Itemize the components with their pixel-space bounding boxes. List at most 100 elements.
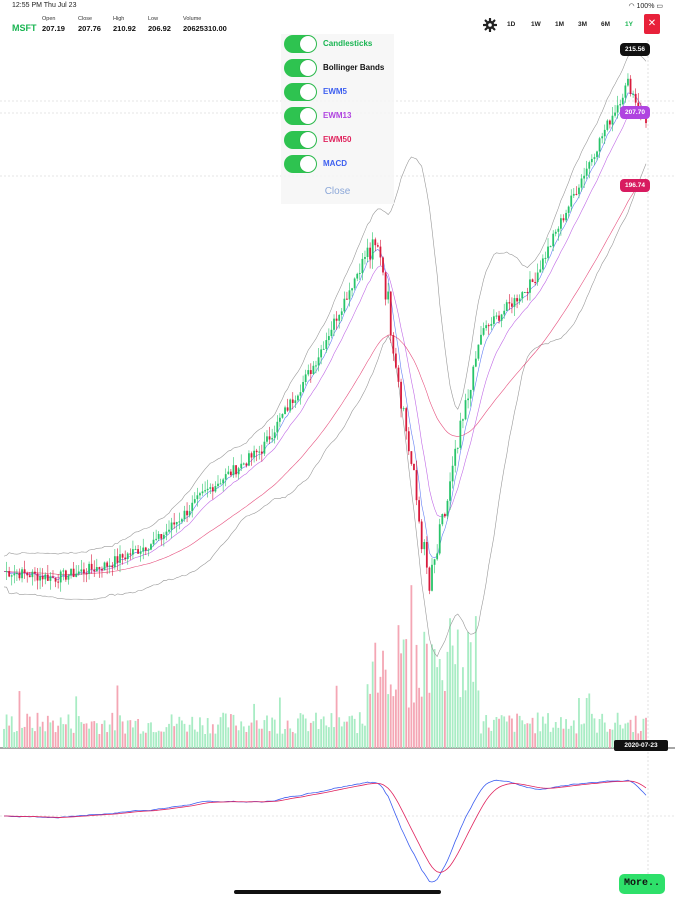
volume-bar: [482, 721, 485, 748]
range-1w[interactable]: 1W: [531, 21, 541, 28]
candle-body: [240, 463, 243, 469]
volume-bar: [508, 715, 511, 748]
candlesticks: [5, 73, 647, 595]
volume-bar: [70, 728, 72, 748]
candle-body: [255, 450, 258, 453]
toggle-row-candlesticks[interactable]: Candlesticks: [281, 34, 394, 54]
volume-bar: [379, 676, 382, 748]
candle-body: [142, 547, 145, 552]
candle-body: [62, 570, 65, 572]
candle-body: [598, 138, 601, 152]
volume-bar: [531, 717, 534, 748]
candle-body: [273, 432, 276, 439]
volume-bar: [464, 690, 467, 748]
candle-body: [397, 367, 400, 382]
range-6m[interactable]: 6M: [601, 21, 611, 28]
stat-high: High 210.92: [113, 16, 136, 33]
candlesticks-switch[interactable]: [284, 35, 317, 53]
candle-body: [518, 298, 521, 302]
crosshair-date-tag: 2020-07-23: [614, 740, 668, 751]
candle-body: [85, 573, 88, 575]
wifi-icon: ◠: [628, 3, 637, 10]
toggle-row-ewm5[interactable]: EWM5: [281, 82, 394, 102]
volume-bar: [560, 717, 562, 748]
volume-bar: [268, 731, 271, 748]
range-1m[interactable]: 1M: [555, 21, 565, 28]
candle-body: [119, 554, 121, 563]
candle-body: [560, 218, 562, 229]
toggle-row-macd[interactable]: MACD: [281, 154, 394, 174]
ewm50-switch[interactable]: [284, 131, 317, 149]
candle-body: [327, 336, 330, 341]
candle-body: [144, 547, 147, 551]
candle-body: [271, 438, 274, 440]
volume-bar: [529, 723, 531, 748]
volume-bar: [13, 732, 16, 748]
range-1y[interactable]: 1Y: [625, 21, 633, 28]
candle-body: [260, 451, 263, 454]
stat-label: High: [113, 16, 125, 22]
volume-bar: [376, 692, 379, 748]
volume-bar: [312, 721, 315, 748]
bollinger-lower: [3, 163, 647, 658]
toggle-row-bollinger[interactable]: Bollinger Bands: [281, 58, 394, 78]
settings-gear-icon[interactable]: [483, 18, 497, 32]
candle-body: [281, 414, 284, 418]
candle-body: [526, 291, 529, 293]
candle-body: [242, 463, 245, 465]
toggle-row-ewm50[interactable]: EWM50: [281, 130, 394, 150]
ewm13-switch[interactable]: [284, 107, 317, 125]
volume-bar: [413, 702, 415, 748]
candle-body: [170, 522, 173, 530]
more-button[interactable]: More..: [619, 874, 665, 894]
toggle-row-ewm13[interactable]: EWM13: [281, 106, 394, 126]
volume-bar: [129, 720, 132, 748]
candle-body: [278, 417, 281, 422]
candle-body: [67, 575, 70, 580]
volume-bar: [132, 727, 134, 748]
ewm5-switch[interactable]: [284, 83, 317, 101]
candle-body: [464, 400, 467, 420]
home-indicator: [234, 890, 441, 894]
volume-bar: [335, 685, 338, 748]
volume-bar: [549, 731, 552, 748]
candle-body: [433, 559, 436, 565]
candle-body: [490, 323, 493, 326]
candle-body: [335, 318, 338, 321]
close-chart-button[interactable]: ✕: [644, 14, 660, 34]
battery-icon: ▭: [656, 3, 663, 10]
candle-body: [284, 407, 286, 415]
volume-bar: [320, 719, 323, 748]
candle-body: [585, 168, 588, 176]
candle-body: [480, 334, 482, 345]
volume-bar: [139, 733, 142, 748]
volume-bar: [462, 667, 464, 748]
candle-body: [379, 246, 382, 258]
candle-body: [168, 529, 170, 532]
range-1d[interactable]: 1D: [507, 21, 516, 28]
volume-bar: [364, 725, 366, 748]
candle-body: [217, 483, 219, 487]
volume-bar: [513, 731, 516, 748]
candle-body: [505, 302, 508, 311]
candle-body: [413, 463, 415, 471]
volume-bar: [211, 724, 214, 748]
range-3m[interactable]: 3M: [578, 21, 588, 28]
volume-bar: [338, 717, 341, 748]
ticker-symbol: MSFT: [12, 23, 37, 33]
volume-bar: [162, 731, 165, 748]
stat-value: 207.76: [78, 24, 101, 33]
volume-bar: [619, 724, 622, 748]
overlay-close-button[interactable]: Close: [324, 186, 351, 197]
candle-body: [616, 105, 619, 113]
candle-body: [454, 448, 457, 466]
macd-switch[interactable]: [284, 155, 317, 173]
candle-body: [245, 463, 248, 466]
volume-bar: [590, 713, 593, 748]
volume-bar: [627, 722, 629, 748]
candle-body: [232, 465, 235, 476]
volume-bar: [456, 629, 459, 748]
candle-body: [186, 510, 188, 516]
candle-body: [36, 573, 39, 581]
bollinger-switch[interactable]: [284, 59, 317, 77]
